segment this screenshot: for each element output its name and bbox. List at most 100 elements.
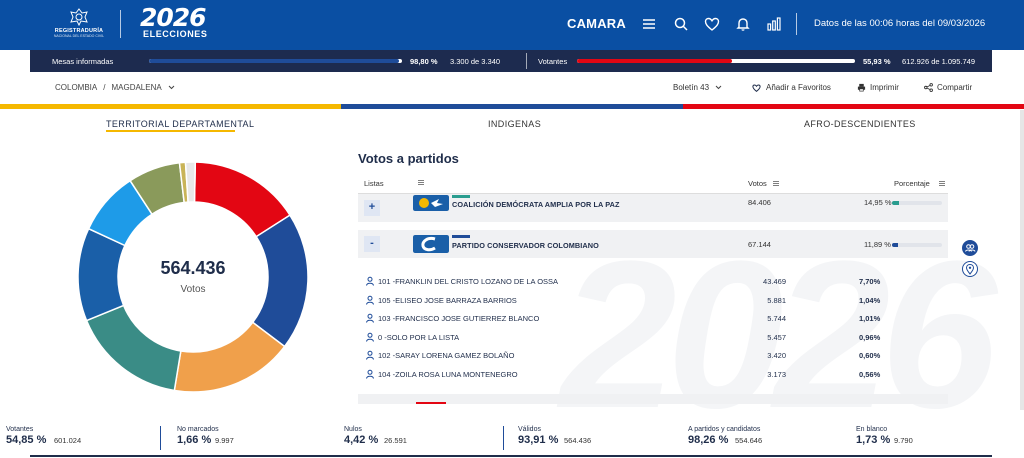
bar-chart-icon[interactable] — [765, 15, 783, 33]
candidate-row[interactable]: 102 -SARAY LORENA GAMEZ BOLAÑO 3.420 0,60% — [358, 347, 948, 365]
candidate-row[interactable]: 105 -ELISEO JOSE BARRAZA BARRIOS 5.881 1,0… — [358, 292, 948, 310]
registraduria-logo[interactable]: REGISTRADURÍA NACIONAL DEL ESTADO CIVIL — [48, 7, 110, 41]
registraduria-title: REGISTRADURÍA — [54, 28, 104, 34]
candidate-row[interactable]: 104 -ZOILA ROSA LUNA MONTENEGRO 3.173 0,56… — [358, 366, 948, 384]
footer-bottom-line — [30, 455, 992, 457]
person-icon — [366, 369, 374, 379]
donut-total: 564.436 — [160, 258, 226, 278]
candidate-row[interactable]: 101 -FRANKLIN DEL CRISTO LOZANO DE LA OS… — [358, 273, 948, 291]
party-name: COALICIÓN DEMÓCRATA AMPLIA POR LA PAZ — [452, 200, 620, 209]
candidate-name: 0 -SOLO POR LA LISTA — [378, 332, 460, 342]
col-votos: Votos — [748, 179, 767, 188]
footer-summary: Votantes 54,85 % 601.024 No marcados 1,6… — [0, 424, 1024, 458]
party-color-tag — [416, 402, 446, 404]
votantes-progress-fill — [577, 59, 733, 63]
mesas-label: Mesas informadas — [52, 57, 114, 66]
sort-icon[interactable] — [939, 181, 945, 186]
votantes-count: 612.926 de 1.095.749 — [902, 57, 975, 66]
candidate-name: 102 -SARAY LORENA GAMEZ BOLAÑO — [378, 351, 515, 360]
party-row[interactable]: - PARTIDO CONSERVADOR COLOMBIANO 67.144 … — [358, 230, 948, 258]
donut-slice-8[interactable] — [184, 162, 197, 203]
breadcrumb-country[interactable]: COLOMBIA — [55, 83, 98, 92]
search-icon[interactable] — [672, 15, 690, 33]
candidate-percent: 0,60% — [859, 351, 881, 360]
candidate-row[interactable]: 103 -FRANCISCO JOSE GUTIERREZ BLANCO 5.74… — [358, 310, 948, 328]
candidate-row[interactable]: 0 -SOLO POR LA LISTA 5.457 0,96% — [358, 329, 948, 347]
table-header-line — [358, 193, 948, 194]
mesas-progress-bar — [149, 59, 402, 63]
tab-indigenas[interactable]: INDIGENAS — [488, 119, 542, 129]
strip-divider — [526, 53, 527, 69]
map-view-button[interactable] — [962, 261, 978, 277]
votantes-label: Votantes — [538, 57, 568, 66]
breadcrumb: COLOMBIA / MAGDALENA — [55, 83, 175, 92]
heart-outline-icon — [752, 84, 761, 92]
candidate-name: 104 -ZOILA ROSA LUNA MONTENEGRO — [378, 369, 518, 379]
footer-divider — [160, 426, 161, 450]
person-icon — [366, 295, 374, 305]
candidate-percent: 0,56% — [859, 369, 881, 379]
collapse-toggle[interactable]: - — [364, 236, 380, 252]
candidate-votes: 5.457 — [767, 332, 786, 342]
elecciones-label: ELECCIONES — [143, 29, 208, 39]
summary-label: A partidos y candidatos — [688, 426, 761, 433]
top-header: REGISTRADURÍA NACIONAL DEL ESTADO CIVIL … — [0, 0, 1024, 50]
summary-label: En blanco — [856, 426, 888, 433]
candidates-view-button[interactable] — [962, 240, 978, 256]
crest-icon — [70, 8, 88, 27]
scrollbar[interactable] — [1020, 110, 1024, 410]
donut-chart — [78, 162, 308, 392]
col-listas: Listas — [364, 179, 384, 188]
favoritos-button[interactable]: Añadir a Favoritos — [751, 83, 831, 93]
menu-icon[interactable] — [640, 15, 658, 33]
party-row[interactable]: + COALICIÓN DEMÓCRATA AMPLIA POR LA PAZ … — [358, 194, 948, 222]
bell-icon[interactable] — [734, 15, 752, 33]
mesas-count: 3.300 de 3.340 — [450, 57, 501, 66]
tricolor-yellow — [0, 104, 342, 109]
candidate-votes: 5.744 — [767, 314, 786, 323]
tab-territorial[interactable]: TERRITORIAL DEPARTAMENTAL — [106, 119, 255, 129]
breadcrumb-department[interactable]: MAGDALENA — [111, 83, 162, 92]
favoritos-label: Añadir a Favoritos — [766, 83, 831, 93]
sort-icon[interactable] — [773, 181, 779, 186]
elecciones-year-logo[interactable]: 2026 — [140, 3, 207, 32]
tab-afro[interactable]: AFRO-DESCENDIENTES — [804, 119, 916, 129]
candidate-votes: 5.881 — [767, 295, 786, 305]
active-tab-underline — [106, 130, 235, 132]
expand-toggle[interactable]: + — [364, 200, 380, 216]
corporacion-title: CAMARA — [567, 16, 626, 31]
summary-count: 9.997 — [215, 436, 234, 445]
candidate-votes: 43.469 — [763, 277, 786, 286]
filter-icon[interactable] — [418, 180, 424, 185]
candidate-percent: 0,96% — [859, 332, 881, 342]
summary-percent: 93,91 % — [518, 434, 559, 446]
candidate-votes: 3.420 — [767, 351, 786, 360]
party-votes: 84.406 — [748, 198, 771, 207]
printer-icon — [857, 84, 866, 92]
heart-icon[interactable] — [703, 15, 721, 33]
party-percent-bar — [892, 243, 942, 247]
donut-slice-3[interactable] — [85, 304, 182, 392]
person-icon — [366, 313, 374, 323]
donut-slice-1[interactable] — [251, 214, 308, 348]
party-logo-coalicion — [413, 195, 449, 211]
candidate-name: 103 -FRANCISCO JOSE GUTIERREZ BLANCO — [378, 314, 540, 323]
party-percent-fill — [892, 201, 900, 205]
chevron-down-icon[interactable] — [168, 85, 175, 90]
location-pin-icon — [965, 263, 975, 275]
party-percent: 14,95 % — [864, 198, 892, 207]
tricolor-red — [682, 104, 1024, 109]
compartir-button[interactable]: Compartir — [924, 83, 972, 93]
header-divider — [120, 10, 121, 38]
summary-count: 26.591 — [384, 436, 407, 445]
party-name: PARTIDO CONSERVADOR COLOMBIANO — [452, 241, 599, 250]
party-percent-bar — [892, 201, 942, 205]
person-icon — [366, 276, 374, 286]
imprimir-button[interactable]: Imprimir — [857, 83, 899, 92]
people-icon — [965, 244, 976, 252]
summary-percent: 1,73 % — [856, 434, 891, 446]
summary-label: Nulos — [344, 426, 362, 433]
party-color-tag — [452, 235, 470, 238]
boletin-select[interactable]: Boletín 43 — [673, 83, 726, 92]
share-icon — [924, 83, 933, 93]
